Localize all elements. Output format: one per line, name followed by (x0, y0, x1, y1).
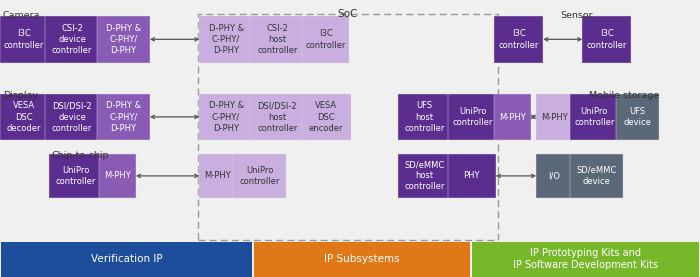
Text: PHY: PHY (463, 171, 480, 180)
Text: Camera: Camera (3, 11, 41, 20)
Text: M-PHY: M-PHY (104, 171, 131, 180)
FancyBboxPatch shape (582, 16, 631, 63)
Text: UFS
host
controller: UFS host controller (404, 101, 444, 133)
Text: SD/eMMC
host
controller: SD/eMMC host controller (404, 160, 444, 191)
Text: IP Subsystems: IP Subsystems (324, 254, 400, 264)
FancyBboxPatch shape (1, 242, 252, 277)
Text: UniPro
controller: UniPro controller (574, 107, 615, 127)
FancyBboxPatch shape (536, 154, 573, 198)
FancyBboxPatch shape (97, 94, 150, 140)
Text: DSI/DSI-2
host
controller: DSI/DSI-2 host controller (257, 101, 298, 133)
Text: Mobile storage: Mobile storage (589, 91, 659, 100)
FancyBboxPatch shape (494, 94, 531, 140)
Text: UniPro
controller: UniPro controller (452, 107, 493, 127)
FancyBboxPatch shape (250, 94, 304, 140)
Text: I/O: I/O (548, 171, 561, 180)
Text: Sensor: Sensor (560, 11, 593, 20)
FancyBboxPatch shape (199, 94, 253, 140)
Text: CSI-2
device
controller: CSI-2 device controller (52, 24, 92, 55)
Text: VESA
DSC
decoder: VESA DSC decoder (6, 101, 41, 133)
Text: I3C
controller: I3C controller (498, 29, 539, 50)
FancyBboxPatch shape (448, 154, 496, 198)
Text: VESA
DSC
encoder: VESA DSC encoder (309, 101, 344, 133)
FancyBboxPatch shape (398, 154, 451, 198)
Text: SoC: SoC (337, 9, 358, 19)
FancyBboxPatch shape (199, 154, 236, 198)
FancyBboxPatch shape (494, 16, 543, 63)
FancyBboxPatch shape (99, 154, 136, 198)
FancyBboxPatch shape (0, 16, 48, 63)
FancyBboxPatch shape (233, 154, 286, 198)
Text: D-PHY &
C-PHY/
D-PHY: D-PHY & C-PHY/ D-PHY (209, 101, 244, 133)
FancyBboxPatch shape (448, 94, 497, 140)
FancyBboxPatch shape (45, 94, 99, 140)
Text: Verification IP: Verification IP (91, 254, 162, 264)
FancyBboxPatch shape (398, 94, 451, 140)
FancyBboxPatch shape (49, 154, 102, 198)
Text: Chip-to-chip: Chip-to-chip (52, 151, 109, 160)
FancyBboxPatch shape (97, 16, 150, 63)
Text: M-PHY: M-PHY (499, 112, 526, 122)
FancyBboxPatch shape (536, 94, 573, 140)
FancyBboxPatch shape (45, 16, 99, 63)
Text: UniPro
controller: UniPro controller (55, 166, 96, 186)
Text: UniPro
controller: UniPro controller (239, 166, 280, 186)
Text: M-PHY: M-PHY (204, 171, 231, 180)
Text: I3C
controller: I3C controller (587, 29, 627, 50)
Text: Display: Display (3, 91, 38, 100)
Text: M-PHY: M-PHY (541, 112, 568, 122)
FancyBboxPatch shape (302, 94, 351, 140)
FancyBboxPatch shape (250, 16, 304, 63)
Text: CSI-2
host
controller: CSI-2 host controller (257, 24, 298, 55)
FancyBboxPatch shape (199, 16, 253, 63)
Text: D-PHY &
C-PHY/
D-PHY: D-PHY & C-PHY/ D-PHY (106, 24, 141, 55)
Text: SD/eMMC
device: SD/eMMC device (576, 166, 617, 186)
Text: IP Prototyping Kits and
IP Software Development Kits: IP Prototyping Kits and IP Software Deve… (512, 248, 658, 270)
FancyBboxPatch shape (570, 94, 619, 140)
Text: D-PHY &
C-PHY/
D-PHY: D-PHY & C-PHY/ D-PHY (106, 101, 141, 133)
Text: D-PHY &
C-PHY/
D-PHY: D-PHY & C-PHY/ D-PHY (209, 24, 244, 55)
FancyBboxPatch shape (302, 16, 349, 63)
FancyBboxPatch shape (472, 242, 699, 277)
FancyBboxPatch shape (254, 242, 470, 277)
FancyBboxPatch shape (570, 154, 623, 198)
FancyBboxPatch shape (0, 94, 48, 140)
Text: I3C
controller: I3C controller (4, 29, 44, 50)
FancyBboxPatch shape (616, 94, 659, 140)
Text: UFS
device: UFS device (624, 107, 652, 127)
Text: DSI/DSI-2
device
controller: DSI/DSI-2 device controller (52, 101, 92, 133)
Text: I3C
controller: I3C controller (305, 29, 346, 50)
